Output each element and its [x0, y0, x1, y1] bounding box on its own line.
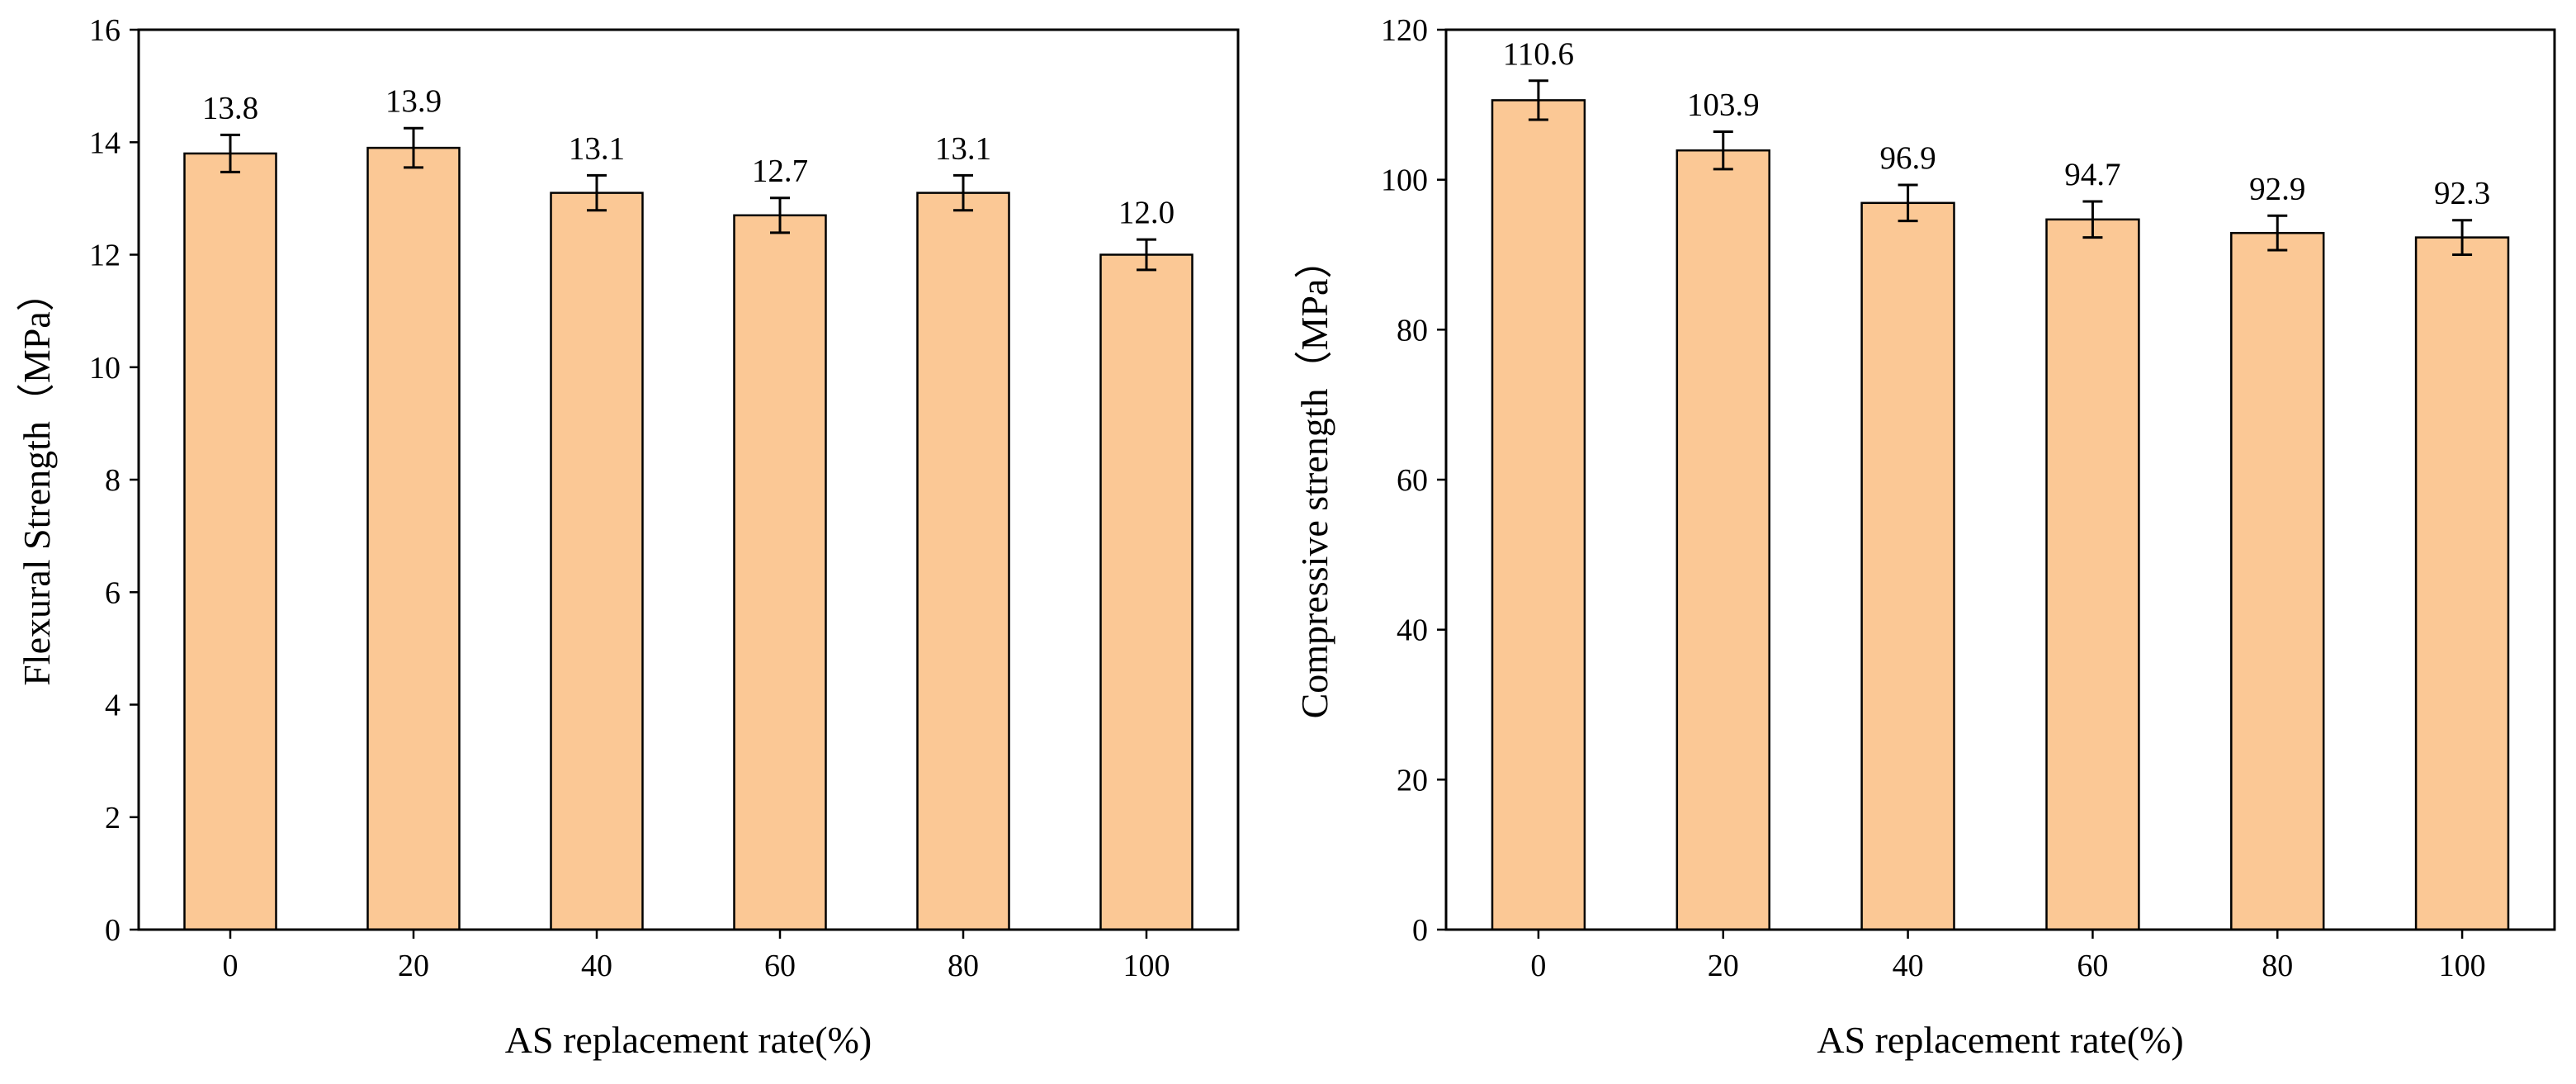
- flexural-strength-chart: AS replacement rate(%) Flexural Strength…: [16, 13, 1240, 1061]
- data-label-80: 13.1: [935, 130, 991, 166]
- bar-100: [2414, 236, 2510, 931]
- data-label-80: 92.9: [2249, 171, 2305, 206]
- y-axis-title: Compressive strength（MPa）: [1293, 241, 1335, 719]
- x-tick-label-80: 80: [948, 949, 979, 983]
- y-tick-label-20: 20: [1397, 763, 1428, 798]
- bar-100: [1099, 253, 1193, 931]
- bar-40: [1860, 201, 1955, 931]
- y-tick-label-100: 100: [1381, 163, 1428, 198]
- y-tick-label-16: 16: [89, 13, 121, 48]
- data-label-60: 12.7: [752, 154, 808, 189]
- bar-60: [2045, 218, 2140, 931]
- x-tick-label-20: 20: [398, 949, 429, 983]
- data-label-40: 13.1: [569, 130, 625, 166]
- data-label-60: 94.7: [2064, 157, 2120, 192]
- y-tick-label-6: 6: [105, 575, 121, 610]
- bar-80: [916, 192, 1010, 931]
- data-label-100: 92.3: [2434, 176, 2490, 211]
- x-tick-label-0: 0: [1530, 949, 1546, 983]
- data-label-0: 13.8: [202, 90, 258, 125]
- x-tick-label-60: 60: [2077, 949, 2108, 983]
- y-axis-title: Flexural Strength（MPa）: [16, 273, 58, 686]
- y-tick-label-40: 40: [1397, 613, 1428, 648]
- x-axis-title: AS replacement rate(%): [1817, 1019, 2183, 1061]
- y-tick-label-0: 0: [1412, 913, 1428, 948]
- data-label-20: 103.9: [1687, 88, 1760, 123]
- bar-0: [1491, 99, 1586, 931]
- compressive-strength-chart: AS replacement rate(%) Compressive stren…: [1293, 13, 2556, 1061]
- x-tick-label-20: 20: [1708, 949, 1739, 983]
- y-tick-label-4: 4: [105, 689, 121, 723]
- y-tick-label-80: 80: [1397, 313, 1428, 348]
- y-tick-label-60: 60: [1397, 463, 1428, 498]
- y-tick-label-10: 10: [89, 351, 121, 386]
- y-tick-label-12: 12: [89, 239, 121, 273]
- plot-frame: [1444, 28, 2556, 931]
- plot-frame: [137, 28, 1240, 931]
- bar-20: [1676, 149, 1770, 931]
- y-tick-label-14: 14: [89, 125, 121, 160]
- x-tick-label-100: 100: [2439, 949, 2486, 983]
- y-tick-label-8: 8: [105, 463, 121, 498]
- bar-20: [366, 146, 461, 931]
- bar-60: [733, 214, 827, 931]
- data-label-0: 110.6: [1503, 36, 1574, 72]
- x-tick-label-40: 40: [581, 949, 612, 983]
- x-tick-label-100: 100: [1123, 949, 1170, 983]
- x-tick-label-40: 40: [1893, 949, 1924, 983]
- x-axis-title: AS replacement rate(%): [505, 1019, 872, 1061]
- bar-0: [183, 152, 277, 931]
- x-tick-label-0: 0: [223, 949, 239, 983]
- data-label-100: 12.0: [1118, 195, 1175, 230]
- data-label-20: 13.9: [385, 83, 442, 119]
- bar-80: [2230, 231, 2325, 931]
- data-label-40: 96.9: [1879, 140, 1936, 176]
- y-tick-label-0: 0: [105, 913, 121, 948]
- x-tick-label-60: 60: [764, 949, 796, 983]
- bar-40: [550, 192, 644, 931]
- x-tick-label-80: 80: [2262, 949, 2293, 983]
- y-tick-label-120: 120: [1381, 13, 1428, 48]
- y-tick-label-2: 2: [105, 801, 121, 835]
